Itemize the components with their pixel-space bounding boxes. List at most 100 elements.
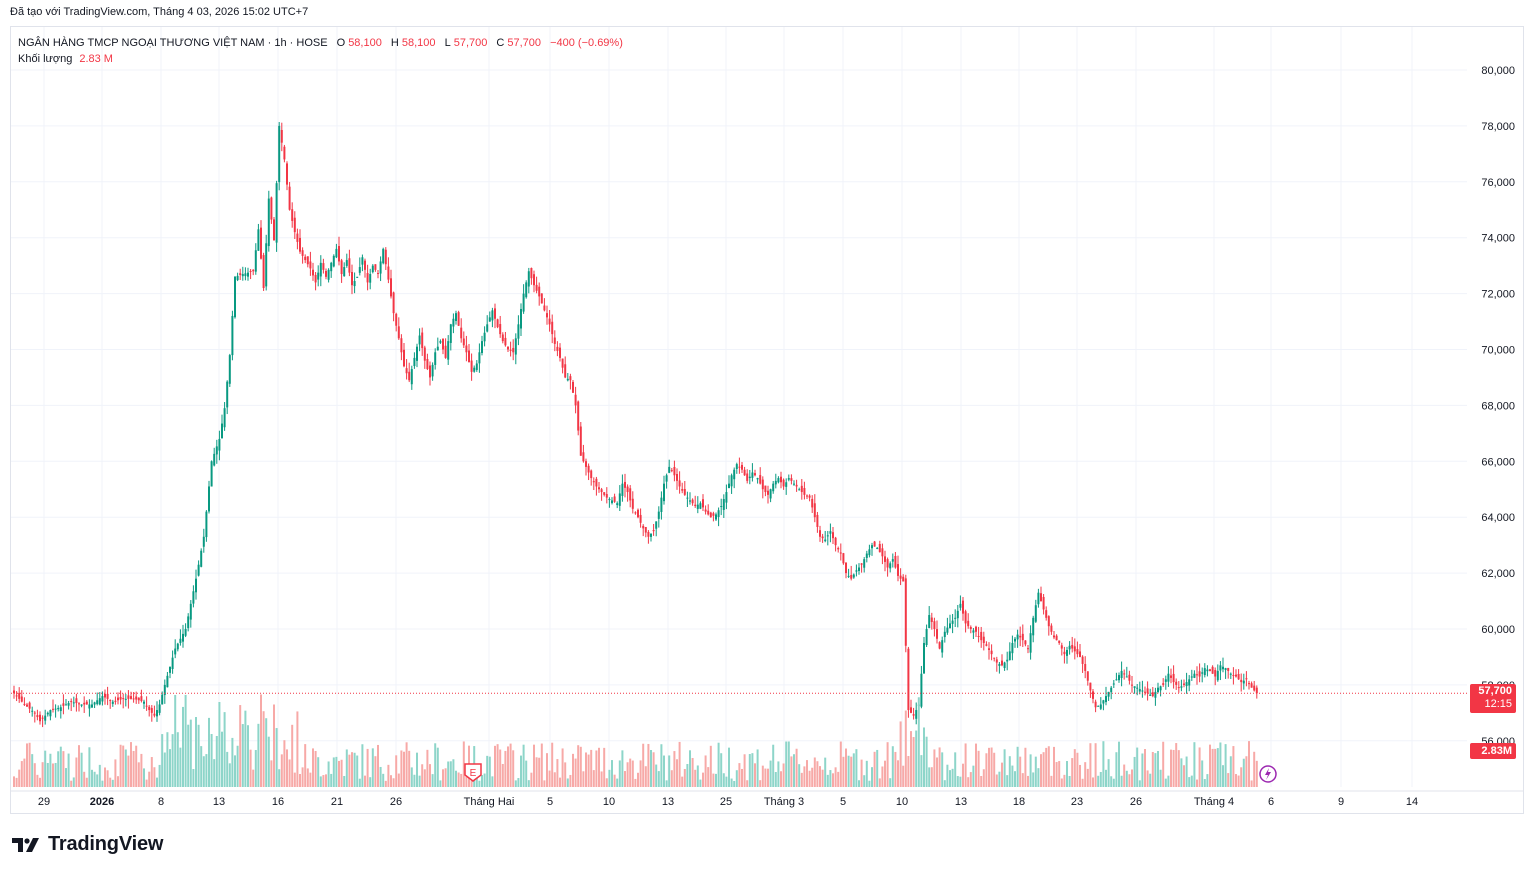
candle-body — [460, 327, 463, 339]
volume-bar — [343, 776, 346, 787]
candle-body — [1151, 692, 1154, 697]
candle-body — [1003, 662, 1006, 669]
candle-body — [1053, 635, 1055, 638]
candle-body — [639, 514, 642, 523]
volume-bar — [837, 771, 840, 787]
candle-body — [1211, 666, 1214, 674]
candle-body — [46, 712, 49, 715]
candle-body — [553, 337, 556, 344]
candle-body — [605, 494, 608, 498]
volume-bar — [1068, 776, 1071, 787]
chart-frame[interactable]: 80,000 78,000 76,000 74,000 72,000 70,000 68,0… — [10, 26, 1524, 814]
candle-body — [1011, 642, 1014, 654]
candle-body — [306, 256, 309, 265]
candle-body — [564, 364, 567, 378]
volume-bar — [114, 759, 117, 787]
volume-bar — [741, 768, 743, 787]
candle-body — [520, 308, 522, 329]
volume-bar — [1123, 764, 1126, 787]
volume-bar — [499, 749, 502, 787]
volume-bar — [910, 731, 912, 787]
candle-body — [694, 504, 697, 507]
candle-body — [634, 512, 637, 514]
volume-bar — [678, 741, 681, 787]
y-tick-label: 68,000 — [1481, 400, 1515, 412]
volume-bar — [657, 771, 660, 787]
candle-body — [348, 258, 351, 273]
candle-body — [587, 465, 590, 473]
legend: NGÂN HÀNG TMCP NGOẠI THƯƠNG VIỆT NAM · 1… — [18, 35, 623, 67]
tradingview-logo[interactable]: TradingView — [12, 833, 163, 856]
volume-bar — [634, 778, 637, 787]
candle-body — [390, 278, 392, 297]
candle-body — [941, 640, 944, 653]
candle-body — [75, 698, 78, 704]
volume-bar — [312, 748, 314, 787]
candle-body — [995, 659, 998, 663]
volume-bar — [1177, 750, 1180, 787]
candle-body — [946, 627, 949, 633]
candle-body — [725, 492, 728, 503]
volume-bar — [941, 752, 944, 787]
candle-body — [218, 438, 221, 451]
volume-bar — [13, 776, 15, 787]
candle-body — [611, 500, 613, 504]
volume-bar — [1097, 775, 1100, 787]
close-value: 57,700 — [507, 37, 542, 49]
volume-bar — [764, 768, 767, 787]
x-tick-label: 16 — [272, 796, 284, 808]
x-tick-label: 9 — [1338, 796, 1344, 808]
candle-body — [790, 478, 793, 481]
candle-body — [231, 315, 234, 356]
volume-bar — [429, 764, 431, 787]
candle-body — [1089, 682, 1092, 691]
candle-body — [598, 487, 600, 490]
volume-bar — [52, 763, 54, 787]
volume-bar — [730, 778, 733, 787]
volume-bar — [1092, 777, 1094, 787]
volume-label[interactable]: Khối lượng — [18, 53, 73, 65]
candle-body — [959, 603, 962, 608]
candle-body — [67, 703, 70, 706]
volume-bar — [621, 750, 624, 787]
volume-bar — [572, 753, 574, 787]
candle-body — [977, 635, 980, 637]
volume-bar — [631, 760, 634, 787]
volume-bar — [28, 742, 31, 787]
volume-bar — [1138, 780, 1141, 787]
candle-body — [166, 675, 169, 688]
candle-body — [1203, 668, 1206, 676]
candle-body — [686, 497, 689, 499]
volume-bar — [254, 750, 257, 787]
candle-body — [741, 464, 743, 470]
candlestick-chart[interactable]: 80,000 78,000 76,000 74,000 72,000 70,000 68,0… — [11, 27, 1523, 813]
volume-bar — [418, 775, 421, 787]
volume-bar — [291, 724, 294, 787]
candle-body — [647, 531, 650, 537]
candle-body — [1050, 625, 1053, 632]
candle-body — [434, 352, 437, 365]
volume-bar — [517, 778, 520, 787]
volume-bar — [1060, 778, 1063, 787]
volume-bar — [1159, 769, 1162, 787]
volume-bar — [1183, 765, 1185, 787]
volume-bar — [332, 757, 335, 787]
candle-body — [275, 183, 278, 243]
candle-body — [717, 510, 720, 517]
volume-bar — [951, 768, 954, 787]
candle-body — [457, 312, 460, 326]
symbol-title[interactable]: NGÂN HÀNG TMCP NGOẠI THƯƠNG VIỆT NAM · 1… — [18, 37, 328, 49]
candle-body — [70, 701, 73, 703]
volume-bar — [382, 773, 385, 787]
candle-body — [832, 532, 834, 539]
volume-bar — [982, 769, 985, 787]
volume-bar — [54, 762, 57, 787]
candle-body — [561, 358, 564, 368]
candle-body — [798, 489, 801, 491]
volume-bar — [226, 751, 229, 787]
volume-bar — [535, 757, 538, 787]
candle-body — [340, 260, 343, 275]
volume-bar — [1011, 765, 1014, 787]
candle-body — [462, 338, 465, 346]
volume-bar — [967, 777, 970, 787]
